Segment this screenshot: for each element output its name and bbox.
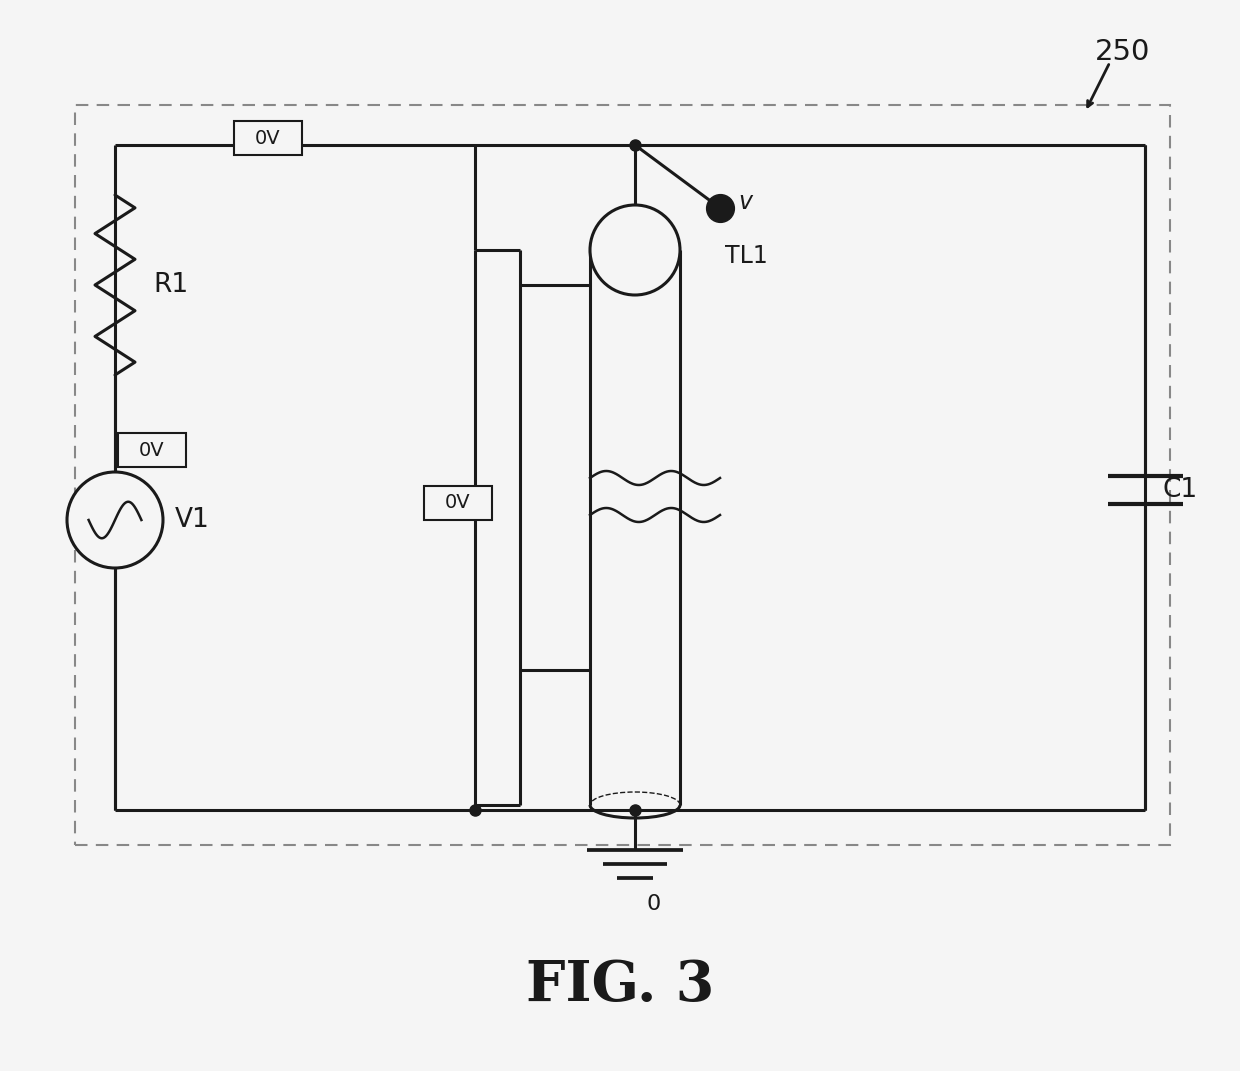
- Circle shape: [67, 472, 162, 568]
- Circle shape: [590, 205, 680, 295]
- Text: TL1: TL1: [725, 244, 768, 268]
- Text: 0: 0: [647, 894, 661, 914]
- Bar: [74, 105, 1171, 845]
- Bar: [234, 121, 303, 155]
- Text: 0V: 0V: [445, 494, 471, 513]
- Bar: [118, 433, 186, 467]
- Text: v: v: [738, 190, 751, 214]
- Text: C1: C1: [1163, 477, 1198, 503]
- Text: 250: 250: [1095, 37, 1151, 66]
- Text: R1: R1: [153, 272, 188, 298]
- Text: V1: V1: [175, 507, 210, 533]
- Text: 0V: 0V: [139, 440, 165, 459]
- Text: FIG. 3: FIG. 3: [526, 957, 714, 1012]
- Text: 0V: 0V: [255, 129, 280, 148]
- Bar: [424, 486, 492, 521]
